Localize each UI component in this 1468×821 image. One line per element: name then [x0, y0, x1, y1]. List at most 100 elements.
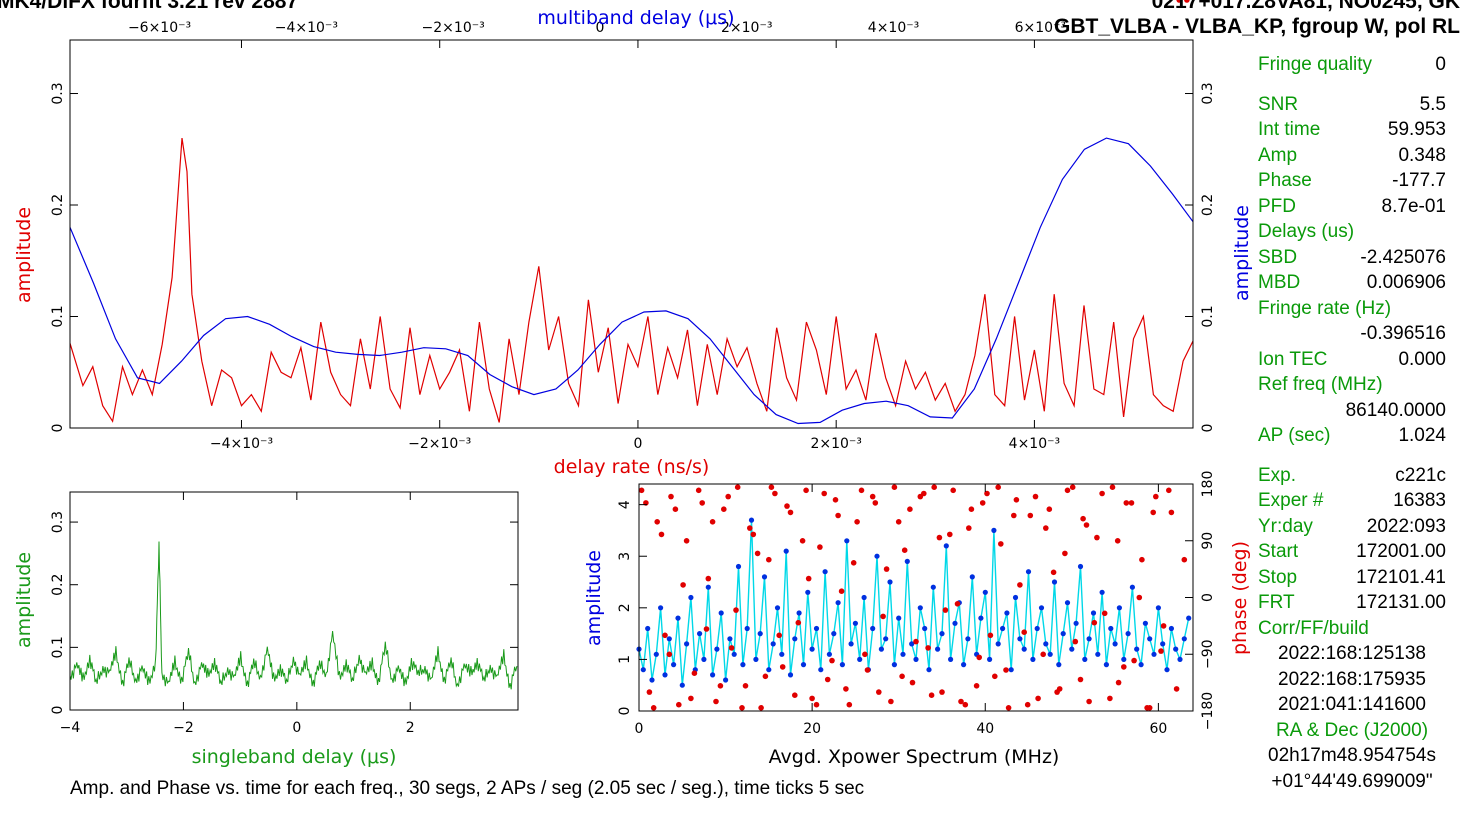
pfd-label: PFD [1258, 195, 1296, 217]
xpower-phase-point [876, 689, 882, 695]
singleband-delay-plot: −4 −2 0 2 0 0.1 0.2 0.3 singleband delay (μs) amp… [13, 491, 519, 768]
exper-value: 16383 [1393, 490, 1446, 511]
baseline-title: GBT_VLBA - VLBA_KP, fgroup W, pol RL [1054, 15, 1460, 38]
ra-value: 02h17m48.954754s [1268, 745, 1436, 766]
xpower-amplitude-point [1073, 620, 1079, 626]
xpower-phase-tick-label: 180 [1200, 471, 1216, 498]
xpower-amplitude-point [1069, 646, 1075, 652]
xpower-amplitude-point [848, 641, 854, 647]
xpower-phase-point [1011, 512, 1017, 519]
xpower-amplitude-point [909, 641, 915, 647]
xpower-phase-point [907, 506, 913, 512]
xpower-phase-point [1024, 701, 1031, 708]
program-title: MK4/DiFX fourfit 3.21 rev 2887 [0, 0, 299, 13]
xpower-amplitude-point [1060, 631, 1066, 637]
xpower-amplitude-point [800, 662, 807, 668]
xpower-phase-point [901, 547, 908, 553]
source-title: 0217+017.Z8VA81, NO0245, GK [1151, 0, 1460, 13]
xpower-phase-point [913, 638, 919, 645]
ion-tec-row: Ion TEC 0.000 [1258, 347, 1446, 373]
xpower-amplitude-point [770, 641, 776, 647]
xpower-amplitude-point [779, 651, 785, 657]
xpower-phase-point [1121, 664, 1127, 670]
delays-label: Delays (us) [1258, 221, 1355, 242]
xpower-amplitude-point [1051, 579, 1058, 585]
xpower-amplitude-point [705, 584, 711, 590]
xpower-amplitude-point [900, 651, 906, 657]
xpower-phase-point [646, 689, 653, 695]
xpower-y-tick-label: 1 [617, 655, 633, 664]
exper-label: Exper # [1258, 490, 1324, 511]
xpower-amplitude-point [826, 651, 833, 657]
xpower-phase-point [658, 531, 665, 538]
xpower-phase-point [688, 695, 694, 702]
yrday-row: Yr:day 2022:093 [1258, 514, 1446, 540]
xpower-phase-point [832, 497, 839, 503]
xpower-amplitude-point [852, 620, 859, 626]
xpower-phase-point [768, 484, 775, 491]
ref-freq-label: Ref freq (MHz) [1258, 374, 1383, 395]
phase-value: -177.7 [1392, 170, 1446, 191]
singleband-y-tick-label: 0.3 [50, 511, 66, 533]
xpower-phase-point [695, 487, 702, 494]
xpower-amplitude-point [740, 662, 746, 668]
xpower-amplitude-point [1138, 662, 1144, 668]
xpower-phase-tick-label: 90 [1200, 532, 1216, 550]
xpower-spectrum-plot: 0 20 40 60 0 1 2 3 4 −180 −90 0 90 180 Avgd. Xpower Sp… [583, 0, 1251, 768]
xpower-phase-point [843, 686, 849, 692]
xpower-phase-point [709, 519, 716, 525]
xpower-amplitude-point [1030, 656, 1036, 663]
ap-value: 1.024 [1398, 425, 1446, 446]
snr-row: SNR 5.5 [1258, 92, 1446, 118]
xpower-amplitude-point [822, 569, 828, 575]
main-top-tick-label: 2×10⁻³ [721, 20, 772, 36]
xpower-phase-point [1032, 493, 1039, 500]
xpower-phase-point [1168, 509, 1175, 516]
xpower-amplitude-point [1186, 615, 1192, 621]
xpower-amplitude-point [1129, 584, 1135, 590]
main-amplitude-axis-label-right: amplitude [1231, 205, 1253, 301]
xpower-phase-point [676, 701, 682, 708]
xpower-phase-point [1094, 534, 1100, 541]
amp-row: Amp 0.348 [1258, 143, 1446, 169]
xpower-amplitude-point [1000, 625, 1006, 632]
xpower-amplitude-point [917, 605, 923, 611]
xpower-phase-point [1035, 695, 1041, 702]
xpower-amplitude-point [809, 646, 815, 652]
mbd-value: 0.006906 [1366, 272, 1446, 293]
xpower-phase-point [787, 509, 794, 516]
xpower-amplitude-point [1147, 636, 1153, 642]
xpower-x-tick-label: 60 [1149, 721, 1167, 737]
xpower-phase-point [979, 500, 986, 506]
xpower-amplitude-point [913, 656, 919, 663]
xpower-phase-point [762, 673, 769, 680]
xpower-amplitude-point [935, 646, 941, 652]
xpower-amplitude-point [991, 527, 997, 534]
xpower-amplitude-point [1008, 667, 1014, 673]
start-value: 172001.00 [1356, 541, 1446, 562]
xpower-amplitude-point [675, 615, 681, 621]
main-y-tick-label-right: 0.2 [1200, 194, 1216, 216]
xpower-phase-point [891, 484, 898, 491]
ion-tec-label: Ion TEC [1258, 348, 1328, 370]
xpower-phase-point [1017, 582, 1023, 588]
xpower-amplitude-point [861, 594, 867, 601]
sbd-row: SBD -2.425076 [1258, 245, 1446, 271]
xpower-phase-point [976, 654, 982, 661]
singleband-x-tick-label: 2 [406, 720, 415, 736]
xpower-amplitude-point [874, 553, 880, 559]
xpower-phase-point [995, 484, 1001, 491]
xpower-phase-point [1146, 705, 1153, 711]
xpower-amplitude-point [1099, 589, 1105, 595]
xpower-amplitude-point [757, 631, 763, 637]
xpower-amplitude-point [891, 662, 898, 668]
xpower-amplitude-point [1064, 600, 1071, 606]
multiband-delay-axis-label: multiband delay (μs) [537, 7, 734, 29]
xpower-phase-point [1086, 698, 1092, 705]
xpower-amplitude-point [978, 615, 984, 621]
singleband-y-tick-label: 0.2 [50, 574, 66, 596]
corr-date-3: 2021:041:141600 [1278, 694, 1426, 715]
xpower-amplitude-point [896, 615, 902, 621]
xpower-amplitude-point [1077, 563, 1084, 570]
